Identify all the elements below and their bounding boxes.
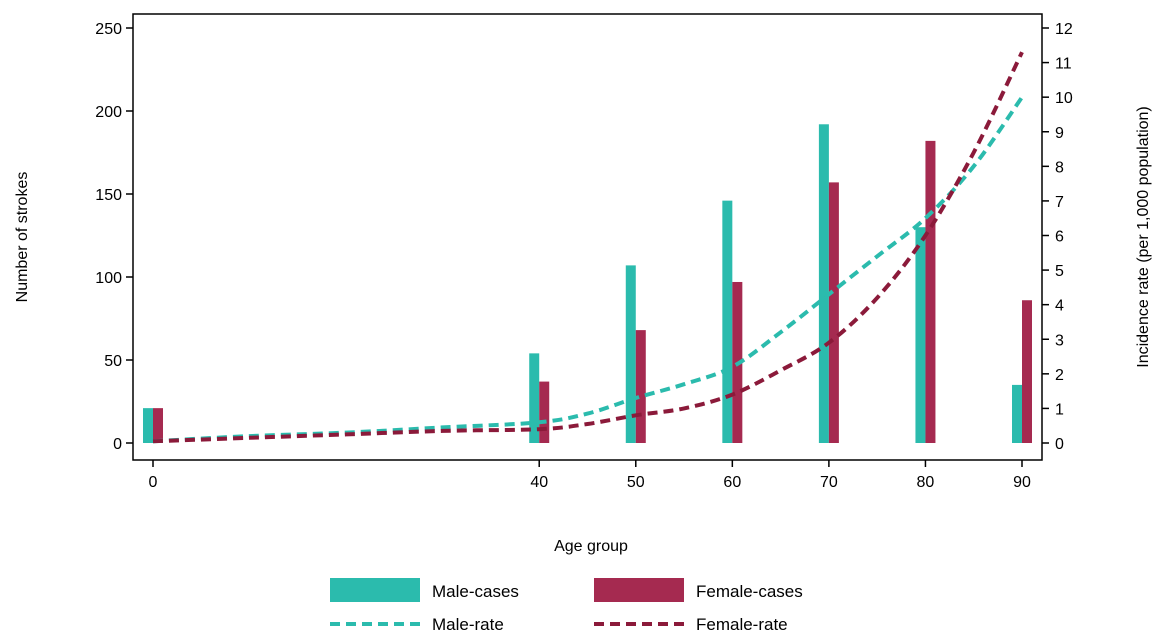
y2-tick-label: 8: [1055, 159, 1064, 176]
y-tick-label: 150: [95, 187, 122, 204]
legend-label: Male-rate: [432, 615, 504, 634]
y2-tick-label: 2: [1055, 367, 1064, 384]
x-axis: 0 40 50 60 70 80 90: [149, 460, 1031, 491]
bar-female-cases: [153, 408, 163, 443]
plot-frame: [132, 13, 1043, 461]
bar-male-cases: [625, 265, 636, 443]
bar-male-cases: [915, 227, 926, 443]
legend-swatch-male-cases: [330, 578, 420, 602]
y-tick-label: 0: [113, 436, 122, 453]
x-tick-label: 60: [723, 474, 741, 491]
x-tick-label: 50: [627, 474, 645, 491]
x-tick-label: 0: [149, 474, 158, 491]
y2-tick-label: 4: [1055, 298, 1064, 315]
bar-female-cases: [1022, 300, 1032, 443]
y2-tick-label: 9: [1055, 125, 1064, 142]
x-tick-label: 80: [917, 474, 935, 491]
legend-label: Female-cases: [696, 582, 803, 601]
bar-male-cases: [529, 353, 540, 443]
line-female-rate: [152, 51, 1024, 444]
x-tick-label: 90: [1013, 474, 1031, 491]
y2-tick-label: 12: [1055, 21, 1073, 38]
bar-female-cases: [925, 140, 936, 443]
y-tick-label: 100: [95, 270, 122, 287]
bar-female-cases: [635, 330, 646, 443]
bar-male-cases: [1012, 384, 1022, 443]
y2-tick-label: 6: [1055, 229, 1064, 246]
bar-male-cases: [143, 408, 153, 443]
y2-tick-label: 10: [1055, 90, 1073, 107]
y2-axis-title: Incidence rate (per 1,000 population): [1135, 106, 1152, 368]
bar-female-cases: [539, 381, 550, 443]
y-tick-label: 200: [95, 104, 122, 121]
legend-swatch-female-cases: [594, 578, 684, 602]
y2-tick-label: 3: [1055, 332, 1064, 349]
y2-tick-label: 5: [1055, 263, 1064, 280]
y2-tick-label: 0: [1055, 436, 1064, 453]
bar-male-cases: [722, 200, 733, 443]
legend-label: Male-cases: [432, 582, 519, 601]
bar-male-cases: [818, 124, 829, 443]
legend-label: Female-rate: [696, 615, 788, 634]
y-axis-title: Number of strokes: [14, 172, 31, 303]
y2-tick-label: 11: [1055, 56, 1072, 73]
plot-area: [143, 51, 1032, 444]
x-tick-label: 70: [820, 474, 838, 491]
y2-tick-label: 1: [1055, 401, 1064, 418]
y2-tick-label: 7: [1055, 194, 1064, 211]
y-axis-left: 0 50 100 150 200 250: [95, 21, 133, 453]
bar-female-cases: [828, 182, 839, 443]
x-tick-label: 40: [530, 474, 548, 491]
line-male-rate: [152, 96, 1024, 444]
legend: Male-cases Female-cases Male-rate Female-ra…: [330, 578, 803, 634]
x-axis-title: Age group: [554, 538, 628, 555]
y-tick-label: 250: [95, 21, 122, 38]
y-tick-label: 50: [104, 353, 122, 370]
